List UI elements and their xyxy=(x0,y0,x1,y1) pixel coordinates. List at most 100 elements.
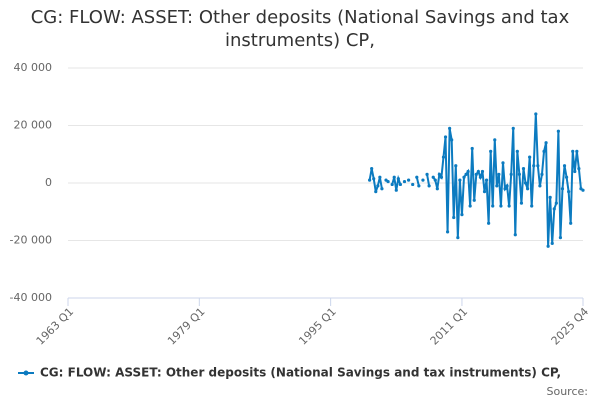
point xyxy=(526,187,530,191)
x-tick-label: 2011 Q1 xyxy=(428,305,471,348)
point xyxy=(544,141,548,145)
x-tick-label: 1979 Q1 xyxy=(165,305,208,348)
point xyxy=(546,244,550,248)
point xyxy=(556,129,560,133)
point xyxy=(398,182,402,187)
point xyxy=(415,175,419,179)
point xyxy=(489,149,493,153)
point xyxy=(462,175,466,179)
point xyxy=(567,190,571,194)
point xyxy=(470,146,474,151)
point xyxy=(454,164,458,168)
point xyxy=(487,221,491,225)
point xyxy=(378,175,382,179)
legend-label: CG: FLOW: ASSET: Other deposits (Nationa… xyxy=(40,366,561,380)
point xyxy=(523,181,528,185)
point xyxy=(443,135,448,139)
point xyxy=(433,178,437,182)
point xyxy=(390,182,394,187)
point xyxy=(450,138,454,142)
point xyxy=(474,172,478,176)
point xyxy=(534,112,538,116)
point xyxy=(425,172,429,176)
point xyxy=(569,221,573,225)
point xyxy=(577,167,581,171)
point xyxy=(368,178,372,182)
point xyxy=(501,161,505,165)
point xyxy=(417,184,421,188)
legend-marker xyxy=(23,370,29,376)
point xyxy=(406,178,411,182)
point xyxy=(521,167,526,171)
point xyxy=(495,184,499,188)
point xyxy=(372,177,376,181)
point xyxy=(476,169,480,174)
chart-title: CG: FLOW: ASSET: Other deposits (Nationa… xyxy=(30,7,570,51)
point xyxy=(491,204,495,208)
point xyxy=(507,204,511,208)
point xyxy=(528,155,532,159)
point xyxy=(394,188,398,192)
line xyxy=(432,113,584,247)
point xyxy=(575,149,579,153)
point xyxy=(427,184,431,188)
point xyxy=(536,164,540,168)
point xyxy=(448,126,452,130)
point xyxy=(497,172,501,176)
y-tick-label: -40 000 xyxy=(10,291,52,304)
point xyxy=(564,175,569,179)
point xyxy=(482,190,487,194)
point xyxy=(540,172,544,176)
y-tick-label: 40 000 xyxy=(14,61,53,74)
point xyxy=(562,164,567,168)
point xyxy=(456,236,460,240)
point xyxy=(392,175,396,179)
x-tick-label: 1995 Q1 xyxy=(296,305,339,348)
point xyxy=(421,178,425,182)
point xyxy=(480,169,485,174)
point xyxy=(439,175,444,179)
point xyxy=(402,179,407,184)
point xyxy=(484,178,489,182)
point xyxy=(532,164,536,168)
point xyxy=(445,230,450,234)
point xyxy=(374,190,378,194)
point xyxy=(386,179,390,184)
point xyxy=(380,187,384,191)
point xyxy=(464,172,468,176)
point xyxy=(517,172,521,176)
x-tick-label: 1963 Q1 xyxy=(34,305,77,348)
point xyxy=(468,204,472,208)
point xyxy=(550,241,554,245)
line xyxy=(368,168,383,192)
point xyxy=(552,207,556,211)
y-tick-label: -20 000 xyxy=(10,234,52,247)
point xyxy=(452,215,456,220)
point xyxy=(511,126,515,130)
line xyxy=(426,174,431,187)
point xyxy=(431,175,435,179)
point xyxy=(370,167,374,171)
point xyxy=(548,195,552,199)
x-tick-label: 2025 Q4 xyxy=(549,305,592,348)
point xyxy=(466,169,470,174)
point xyxy=(530,204,534,208)
point xyxy=(441,155,446,159)
point xyxy=(542,149,546,153)
source: Source: xyxy=(547,385,589,398)
point xyxy=(581,188,585,192)
point xyxy=(571,149,575,153)
point xyxy=(493,138,497,142)
point xyxy=(519,201,524,205)
y-tick-label: 20 000 xyxy=(14,119,53,132)
point xyxy=(515,149,519,153)
point xyxy=(411,182,415,187)
point xyxy=(558,236,563,240)
point xyxy=(437,172,441,176)
point xyxy=(538,184,542,188)
point xyxy=(505,184,509,188)
point xyxy=(509,172,513,176)
point xyxy=(472,198,476,202)
